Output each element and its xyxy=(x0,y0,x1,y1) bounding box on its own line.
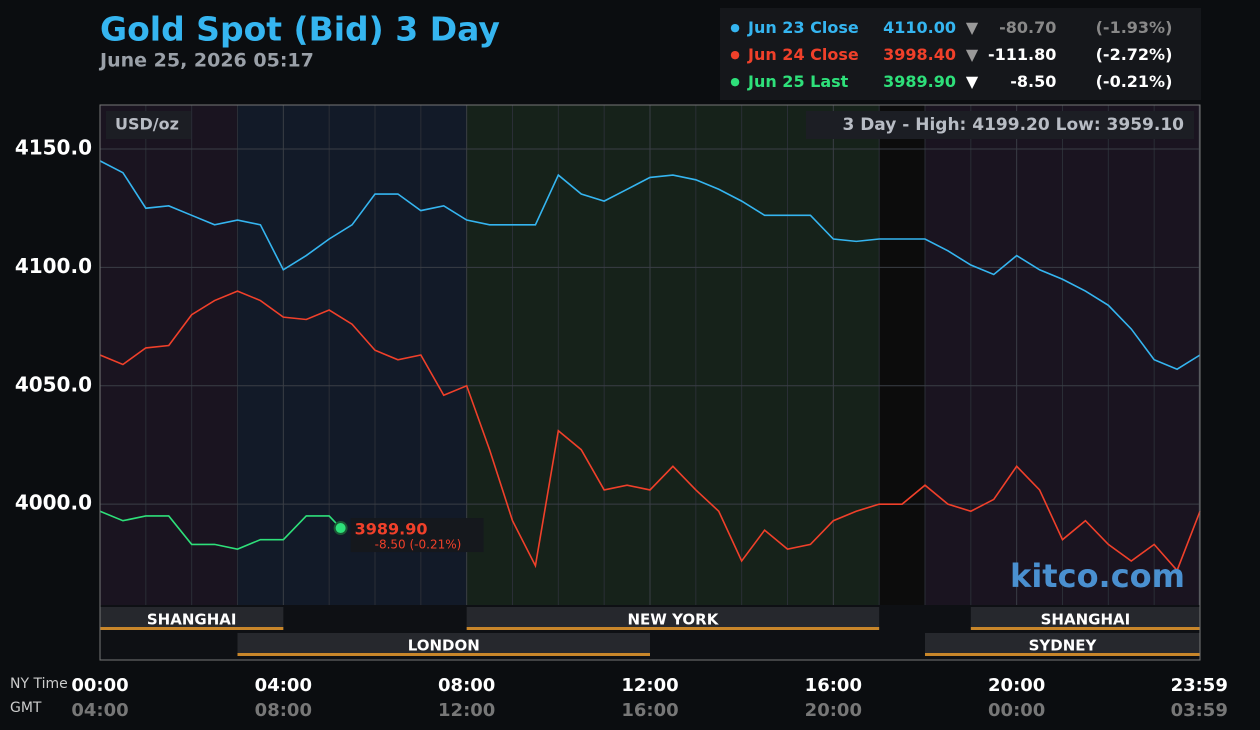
legend-arrow: ▼ xyxy=(965,45,979,64)
last-change: -8.50 (-0.21%) xyxy=(375,538,462,552)
chart-subtitle: June 25, 2026 05:17 xyxy=(98,50,314,72)
watermark: kitco.com xyxy=(1010,557,1185,595)
legend-change: -111.80 xyxy=(988,45,1057,64)
x2-tick-label: 08:00 xyxy=(255,700,312,721)
legend-arrow: ▼ xyxy=(965,72,979,91)
series-line xyxy=(99,510,342,550)
legend-price: 3998.40 xyxy=(883,45,956,64)
session-bar xyxy=(970,607,1200,629)
x2-tick-label: 03:59 xyxy=(1171,700,1228,721)
legend-change: -8.50 xyxy=(1010,72,1057,91)
legend-marker: ● xyxy=(730,48,740,61)
legend-row: ● Jun 25 Last 3989.90 ▼ -8.50 (-0.21%) xyxy=(726,68,1176,95)
x2-tick-label: 04:00 xyxy=(71,700,128,721)
x-tick-label: 23:59 xyxy=(1171,675,1228,696)
x-tick-label: 08:00 xyxy=(438,675,495,696)
zone xyxy=(466,105,879,605)
legend-change: -80.70 xyxy=(999,18,1057,37)
x2-tick-label: 16:00 xyxy=(621,700,678,721)
unit-label: USD/oz xyxy=(115,115,179,134)
legend-pct: (-1.93%) xyxy=(1095,18,1173,37)
legend-marker: ● xyxy=(730,75,740,88)
legend-name: Jun 23 Close xyxy=(748,18,859,37)
legend-price: 3989.90 xyxy=(883,72,956,91)
last-label-box xyxy=(350,518,484,553)
legend-row: ● Jun 23 Close 4110.00 ▼ -80.70 (-1.93%) xyxy=(726,14,1176,41)
zone xyxy=(879,105,925,605)
range-label: 3 Day - High: 4199.20 Low: 3959.10 xyxy=(842,115,1184,135)
x2-tick-label: 00:00 xyxy=(988,700,1045,721)
session-bar xyxy=(237,633,650,655)
session-label: SHANGHAI xyxy=(1041,611,1131,629)
y-tick-label: 4000.0 xyxy=(15,491,92,515)
zone xyxy=(100,105,237,605)
legend-row: ● Jun 24 Close 3998.40 ▼ -111.80 (-2.72%) xyxy=(726,41,1176,68)
x-tick-label: 12:00 xyxy=(621,675,678,696)
x-tick-label: 04:00 xyxy=(255,675,312,696)
legend-name: Jun 25 Last xyxy=(748,72,849,91)
y-tick-label: 4100.0 xyxy=(15,254,92,278)
legend-pct: (-0.21%) xyxy=(1095,72,1173,91)
legend-marker: ● xyxy=(730,21,740,34)
range-box xyxy=(806,111,1194,139)
chart-title: Gold Spot (Bid) 3 Day xyxy=(100,10,500,49)
session-underline xyxy=(970,627,1200,630)
unit-box xyxy=(106,111,191,139)
session-label: SHANGHAI xyxy=(147,611,237,629)
x-tick-label: 00:00 xyxy=(71,675,128,696)
session-bar xyxy=(100,607,284,629)
session-label: LONDON xyxy=(408,637,480,655)
legend-pct: (-2.72%) xyxy=(1095,45,1173,64)
session-underline xyxy=(925,653,1200,656)
session-underline xyxy=(100,627,284,630)
legend: ● Jun 23 Close 4110.00 ▼ -80.70 (-1.93%) ● Jun … xyxy=(726,14,1176,95)
x-tick-label: 20:00 xyxy=(988,675,1045,696)
session-underline xyxy=(466,627,880,630)
x-tick-label: 16:00 xyxy=(805,675,862,696)
session-bar xyxy=(925,633,1200,655)
y-tick-label: 4050.0 xyxy=(15,372,92,396)
plot-border xyxy=(99,104,1201,661)
legend-arrow: ▼ xyxy=(965,18,979,37)
series-line xyxy=(99,290,1201,572)
last-price: 3989.90 xyxy=(355,520,428,539)
session-bar xyxy=(466,607,880,629)
x2-tick-label: 12:00 xyxy=(438,700,495,721)
legend-name: Jun 24 Close xyxy=(748,45,859,64)
session-label: NEW YORK xyxy=(628,611,720,629)
x2-axis-label: GMT xyxy=(10,700,42,716)
session-underline xyxy=(237,653,650,656)
x-axis-label: NY Time xyxy=(10,676,68,692)
legend-box xyxy=(720,8,1201,100)
y-tick-label: 4150.0 xyxy=(15,136,92,160)
session-label: SYDNEY xyxy=(1029,637,1098,655)
last-point xyxy=(333,521,348,536)
x2-tick-label: 20:00 xyxy=(805,700,862,721)
series-line xyxy=(99,160,1201,371)
legend-price: 4110.00 xyxy=(883,18,956,37)
